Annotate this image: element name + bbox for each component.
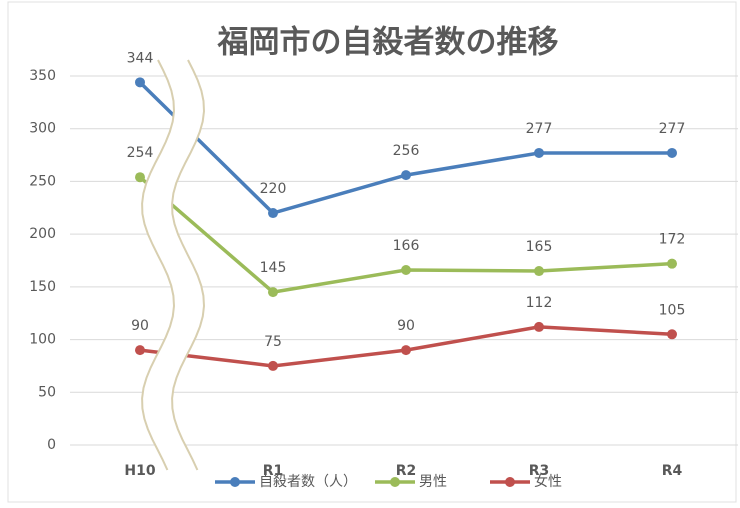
data-label: 145 — [260, 260, 287, 276]
data-point — [401, 345, 411, 356]
data-point — [534, 321, 544, 332]
data-point — [534, 147, 544, 158]
data-label: 90 — [397, 318, 415, 334]
data-point — [135, 345, 145, 356]
data-point — [534, 266, 544, 277]
data-point — [401, 170, 411, 181]
y-tick-label: 300 — [29, 121, 56, 137]
chart-title: 福岡市の自殺者数の推移 — [217, 25, 559, 61]
x-tick-label: R1 — [263, 463, 284, 479]
data-point — [268, 208, 278, 219]
y-tick-label: 200 — [29, 226, 56, 242]
legend-label: 自殺者数（人） — [259, 474, 357, 490]
data-point — [667, 258, 677, 269]
legend-marker — [390, 477, 400, 487]
data-point — [135, 77, 145, 88]
data-point — [667, 147, 677, 158]
data-label: 254 — [127, 145, 154, 161]
y-tick-label: 250 — [29, 173, 56, 189]
x-tick-label: R2 — [396, 463, 417, 479]
chart-frame — [7, 1, 737, 503]
data-point — [135, 172, 145, 183]
y-tick-label: 150 — [29, 279, 56, 295]
legend-marker — [230, 477, 240, 487]
data-point — [268, 360, 278, 371]
data-label: 105 — [659, 302, 686, 318]
data-label: 256 — [393, 143, 420, 159]
legend-label: 女性 — [534, 473, 562, 490]
data-label: 277 — [659, 121, 686, 137]
data-label: 344 — [127, 50, 154, 66]
data-label: 90 — [131, 318, 149, 334]
data-label: 277 — [526, 121, 553, 137]
data-point — [268, 287, 278, 298]
data-label: 112 — [526, 295, 553, 311]
data-label: 165 — [526, 239, 553, 255]
y-tick-label: 350 — [29, 68, 56, 84]
y-tick-label: 0 — [47, 437, 56, 453]
y-tick-label: 100 — [29, 332, 56, 348]
axis-break — [141, 59, 176, 471]
legend-label: 男性 — [419, 474, 447, 490]
data-label: 220 — [260, 181, 287, 197]
data-label: 172 — [659, 232, 686, 248]
x-tick-label: H10 — [124, 463, 155, 479]
legend-marker — [505, 477, 515, 487]
x-tick-label: R4 — [662, 463, 683, 479]
x-tick-label: R3 — [529, 463, 550, 479]
data-label: 75 — [264, 334, 282, 350]
axis-break — [171, 59, 206, 471]
axis-break-fill — [142, 60, 204, 470]
data-point — [667, 329, 677, 340]
data-label: 166 — [393, 238, 420, 254]
data-point — [401, 264, 411, 275]
y-tick-label: 50 — [38, 384, 56, 400]
